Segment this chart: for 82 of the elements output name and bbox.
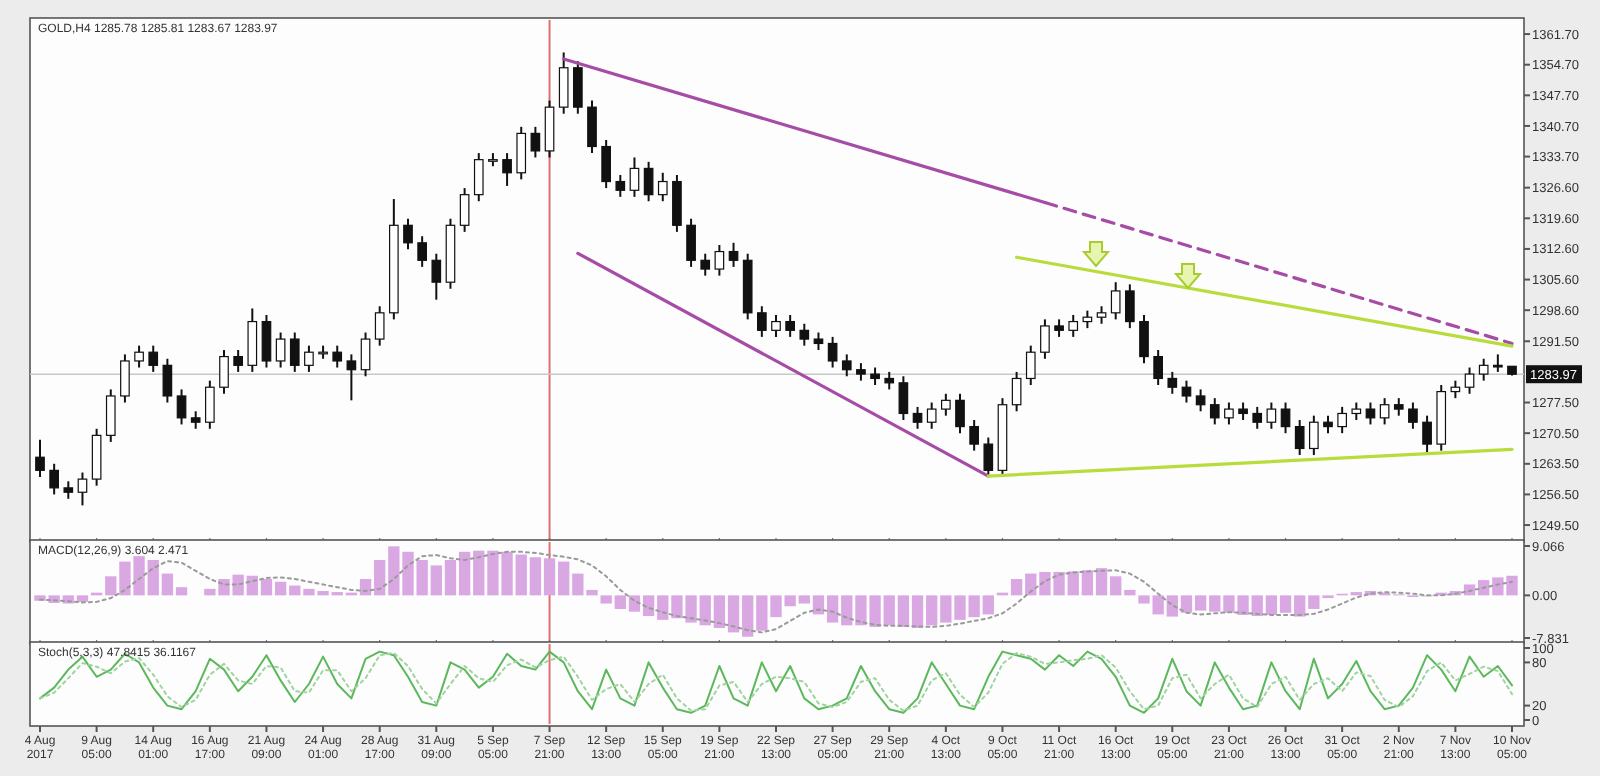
candlestick (587, 99, 597, 155)
candlestick (615, 173, 626, 198)
candlestick (49, 462, 59, 496)
candlestick (289, 331, 300, 373)
candlestick (785, 314, 795, 338)
candlestick (261, 314, 272, 369)
candlestick (1224, 401, 1234, 426)
candlestick (1478, 357, 1489, 382)
candlestick (1153, 349, 1163, 387)
candlestick (1110, 281, 1121, 321)
candlestick (1181, 379, 1192, 404)
candlestick (233, 349, 243, 373)
candlestick (757, 305, 767, 338)
candlestick (77, 471, 88, 507)
candlestick (941, 392, 951, 417)
candlestick (1309, 414, 1319, 457)
candlestick (332, 344, 343, 369)
candlestick (105, 388, 116, 443)
candlestick (827, 335, 838, 369)
candlestick (360, 331, 371, 378)
candlestick (91, 427, 102, 487)
candlestick (516, 125, 527, 181)
candlestick (1139, 314, 1149, 365)
candlestick (134, 344, 144, 369)
candlestick (1408, 401, 1418, 430)
candlestick (629, 156, 640, 198)
candlestick (601, 138, 611, 190)
candlestick (148, 344, 159, 373)
candlestick (219, 349, 229, 395)
candlestick (657, 171, 668, 203)
candlestick (1294, 419, 1305, 457)
candlestick (983, 436, 994, 478)
candlestick (304, 344, 314, 373)
candlestick (346, 353, 357, 402)
candlestick (558, 51, 569, 115)
candlestick (1025, 344, 1036, 387)
candlestick (728, 241, 739, 268)
candlestick (841, 353, 852, 378)
candlestick (1040, 318, 1050, 360)
candlestick (1125, 283, 1135, 330)
candlestick (417, 235, 427, 268)
candlestick (1280, 401, 1291, 435)
candlestick (162, 357, 173, 404)
candlestick (374, 305, 385, 347)
candlestick (686, 217, 696, 268)
candlestick (176, 388, 187, 426)
candlestick (275, 331, 286, 369)
candlestick (1252, 405, 1263, 430)
candlestick (403, 217, 413, 251)
candlestick (473, 152, 484, 203)
candlestick (643, 160, 654, 203)
candlestick (431, 252, 442, 301)
candlestick (35, 438, 45, 478)
candlestick (898, 375, 909, 422)
candlestick (247, 307, 258, 373)
candlestick (714, 243, 725, 277)
candlestick (502, 152, 512, 187)
candlestick (459, 187, 470, 233)
candlestick (771, 314, 781, 338)
candlestick (1379, 397, 1390, 426)
candlestick (1365, 401, 1376, 426)
candlestick (926, 401, 937, 430)
candlestick (799, 322, 810, 347)
candlestick (530, 125, 541, 159)
candlestick (1195, 388, 1206, 413)
candlestick (1422, 414, 1432, 454)
candlestick (544, 99, 555, 159)
candlestick (120, 353, 130, 404)
candlestick (1011, 370, 1022, 413)
candlestick (955, 392, 965, 435)
candlestick (205, 379, 215, 430)
candlestick (912, 405, 923, 430)
candlestick (1209, 397, 1220, 426)
candlestick (573, 60, 583, 115)
candlestick (1464, 366, 1475, 395)
candlestick (1266, 401, 1277, 430)
candlestick (1068, 314, 1079, 338)
candlestick (672, 173, 682, 233)
candlestick (1337, 405, 1347, 435)
candlestick (969, 419, 979, 452)
candlestick (1167, 370, 1178, 395)
candlestick (700, 252, 711, 277)
